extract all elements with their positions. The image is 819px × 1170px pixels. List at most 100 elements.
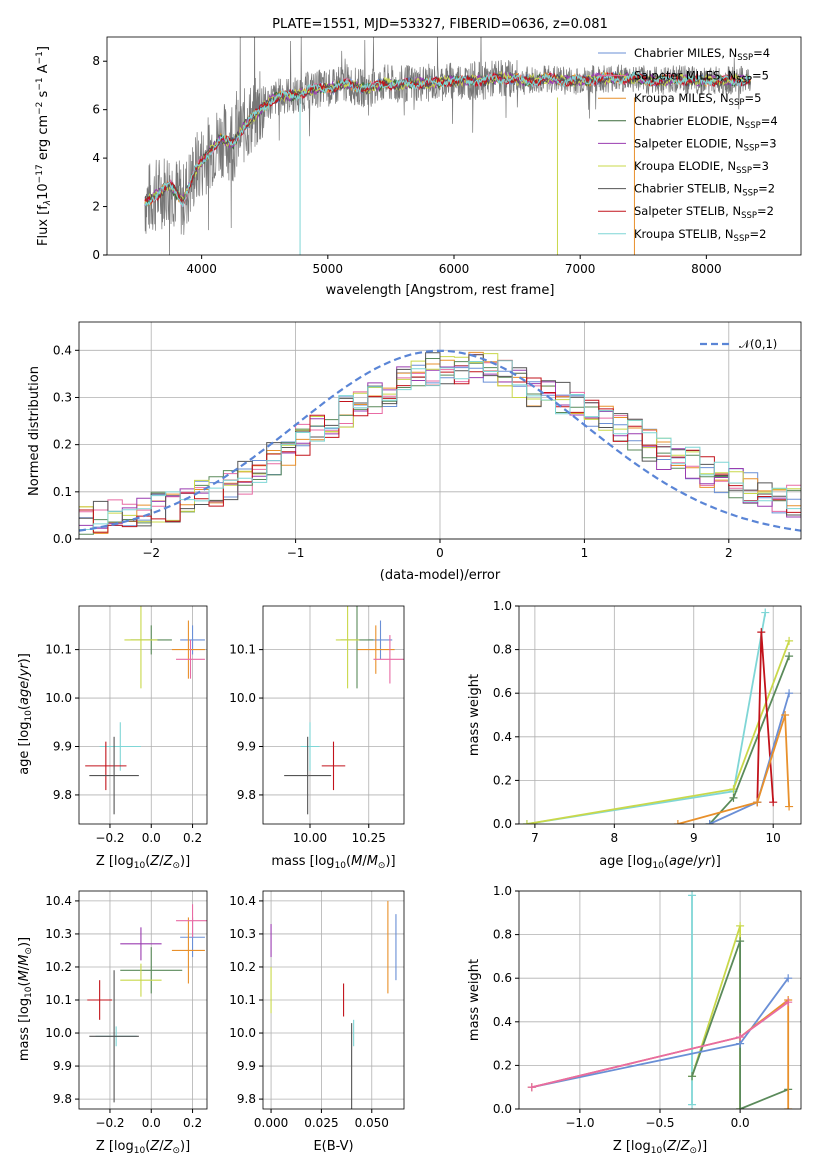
errorbars [87, 904, 207, 1103]
x-tick-label: 0.025 [304, 1116, 338, 1130]
data-point [176, 904, 207, 938]
x-tick-label: 0.2 [183, 1116, 202, 1130]
chart-panel-7: 0.000 0.025 0.050 9.8 9.9 10.0 10.1 10.2 10.3 10.… [229, 890, 405, 1130]
y-tick-label: 10.2 [45, 960, 72, 974]
legend-label: 𝒩(0,1) [739, 337, 777, 351]
series-marker [688, 1072, 697, 1081]
series-line [677, 714, 790, 824]
legend-label: Chabrier ELODIE, NSSP=4 [634, 114, 778, 131]
x-tick-label: 5000 [313, 262, 344, 276]
legend-subscript: SSP [742, 189, 758, 199]
y-tick-label: 0.4 [493, 730, 512, 744]
series-marker [736, 921, 745, 930]
histogram-step [79, 360, 801, 530]
x-tick-label: 7 [531, 831, 539, 845]
x-tick-label: 4000 [186, 262, 217, 276]
data-point [335, 606, 360, 689]
weight-lines [527, 891, 793, 1109]
chart-panel-1: 4000 5000 6000 7000 8000 0 2 4 6 8 Chabrier MILES,… [92, 36, 802, 276]
y-tick-label: 10.2 [229, 960, 256, 974]
y-tick-label: 0.2 [493, 1058, 512, 1072]
y-tick-label: 10.1 [45, 993, 72, 1007]
legend-label: Chabrier STELIB, NSSP=2 [634, 182, 775, 199]
axes-frame [518, 605, 802, 825]
y-tick-label: 0.0 [493, 817, 512, 831]
y-tick-label: 9.9 [237, 739, 256, 753]
chart-title: PLATE=1551, MJD=53327, FIBERID=0636, z=0… [272, 17, 608, 32]
data-point [89, 736, 139, 815]
x-tick-label: −1.0 [565, 1116, 594, 1130]
data-point [171, 620, 205, 679]
x-axis-label: E(B-V) [313, 1139, 353, 1154]
chart-panel-5: 7 8 9 10 0.0 0.2 0.4 0.6 0.8 1.0 [493, 599, 802, 845]
y-tick-label: 9.8 [53, 1092, 72, 1106]
legend-subscript: SSP [734, 234, 750, 244]
y-tick-label: 9.9 [53, 739, 72, 753]
legend-label: Salpeter ELODIE, NSSP=3 [634, 136, 777, 153]
chart-legend: Chabrier MILES, NSSP=4 Salpeter MILES, NS… [598, 46, 778, 244]
y-tick-label: 10.0 [229, 691, 256, 705]
chart-panel-2: −2 −1 0 1 2 0.0 0.1 0.2 0.3 0.4 𝒩(0,1) [53, 321, 802, 560]
x-axis-label: mass [log10(M/M⊙)] [271, 854, 395, 871]
errorbars [270, 900, 397, 1109]
x-axis-label: Z [log10(Z/Z⊙)] [613, 1139, 707, 1156]
legend-subscript: SSP [745, 121, 761, 131]
series-marker [736, 1033, 745, 1042]
y-tick-label: 10.1 [229, 993, 256, 1007]
series-line [526, 612, 767, 824]
data-point [87, 980, 113, 1020]
chart-panel-3: −0.2 0.0 0.2 9.8 9.9 10.0 10.1 [45, 605, 208, 845]
y-tick-label: 0.4 [493, 1015, 512, 1029]
legend-value: =5 [752, 69, 769, 83]
y-tick-label: 0.6 [493, 971, 512, 985]
y-tick-label: 6 [92, 103, 100, 117]
series-marker [729, 793, 738, 802]
legend-value: =4 [753, 46, 770, 60]
y-axis-label: mass weight [467, 959, 482, 1041]
normal-curve [79, 349, 801, 532]
y-tick-label: 0.2 [493, 773, 512, 787]
data-point [120, 927, 162, 961]
legend-value: =2 [749, 227, 766, 241]
series-marker [736, 1105, 745, 1109]
y-axis-label: age [log10(age/yr)] [17, 653, 34, 775]
series-marker [688, 1100, 697, 1109]
x-axis-label: age [log10(age/yr)] [599, 854, 721, 871]
series-marker [527, 1083, 536, 1092]
y-tick-label: 0 [92, 248, 100, 262]
legend-subscript: SSP [736, 76, 752, 86]
y-axis-label: mass weight [467, 674, 482, 756]
y-tick-label: 10.3 [45, 927, 72, 941]
axes-frame [518, 890, 802, 1110]
series-line [691, 925, 741, 1109]
data-point [300, 722, 320, 771]
y-tick-label: 10.0 [45, 691, 72, 705]
y-tick-label: 0.6 [493, 686, 512, 700]
x-tick-label: 0.0 [142, 831, 161, 845]
data-point [321, 741, 346, 791]
y-tick-label: 9.8 [237, 1092, 256, 1106]
series-marker [757, 628, 766, 637]
y-tick-label: 10.1 [229, 643, 256, 657]
axes-frame [78, 890, 208, 1110]
legend-label: Kroupa MILES, NSSP=5 [634, 91, 761, 108]
y-tick-label: 10.4 [45, 894, 72, 908]
data-point [120, 963, 162, 997]
data-point [176, 639, 205, 679]
y-tick-label: 1.0 [493, 884, 512, 898]
data-point [120, 947, 183, 994]
x-axis-label: Z [log10(Z/Z⊙)] [96, 1139, 190, 1156]
legend-value: =2 [757, 204, 774, 218]
series-marker [781, 711, 790, 719]
chart-panel-6: −0.2 0.0 0.2 9.8 9.9 10.0 10.1 10.2 10.3 10.4 [45, 890, 208, 1130]
weight-lines [522, 608, 794, 824]
x-tick-label: 1 [581, 546, 589, 560]
histograms [79, 349, 801, 535]
legend-label: Salpeter MILES, NSSP=5 [634, 69, 769, 86]
data-point [124, 606, 158, 689]
errorbars [284, 606, 404, 815]
x-tick-label: 0.0 [142, 1116, 161, 1130]
y-tick-label: 0.1 [53, 485, 72, 499]
series-marker [522, 820, 531, 824]
series-marker [673, 820, 682, 824]
